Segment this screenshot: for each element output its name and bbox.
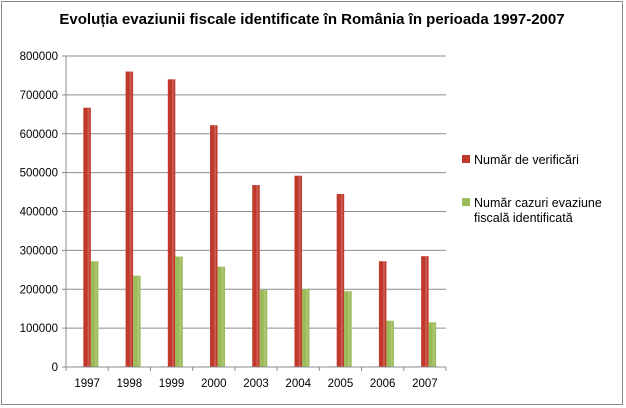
bar-num-r-de-verific-ri-2006 [378,261,387,367]
bar-highlight [298,175,301,367]
bar-highlight [306,289,308,367]
bar-num-r-cazuri-evaziune-fiscal-identificat--1998 [133,275,141,367]
x-tick-label: 2005 [328,378,354,390]
bar-num-r-cazuri-evaziune-fiscal-identificat--2005 [344,291,352,367]
bar-highlight [340,194,343,367]
bar-num-r-de-verific-ri-2007 [421,256,429,367]
x-tick-label: 1999 [159,378,185,390]
x-axis-tick-labels: 1997 1998 1999 2000 2003 2004 2005 2006 2007 [74,378,437,390]
y-tick-label: 500000 [20,168,58,180]
x-tick-label: 2003 [243,378,269,390]
bar-num-r-de-verific-ri-2004 [294,175,302,367]
bar-highlight [425,256,428,367]
bar-num-r-cazuri-evaziune-fiscal-identificat--2000 [217,266,226,367]
bar-highlight [348,291,351,367]
x-tick-label: 1998 [117,378,143,390]
bar-highlight [94,261,97,367]
bar-highlight [171,79,174,367]
bar-highlight [383,261,385,367]
y-tick-label: 700000 [20,90,58,102]
y-tick-label: 0 [52,362,58,374]
legend-label: Număr cazuri evaziune [474,196,602,210]
bar-highlight [179,256,182,367]
x-tick-label: 2007 [412,378,438,390]
bar-num-r-cazuri-evaziune-fiscal-identificat--2004 [301,289,310,367]
axes [62,55,447,371]
x-tick-label: 2006 [370,378,396,390]
bar-highlight [129,71,132,368]
bar-highlight [137,275,140,367]
y-tick-label: 200000 [20,284,58,296]
bar-highlight [221,266,224,367]
bar-highlight [214,125,217,367]
bar-num-r-cazuri-evaziune-fiscal-identificat--2003 [259,290,268,367]
bar-num-r-cazuri-evaziune-fiscal-identificat--2006 [386,320,394,367]
bar-num-r-de-verific-ri-1997 [83,107,91,368]
y-tick-label: 800000 [20,51,58,63]
bars [75,71,437,368]
bar-num-r-cazuri-evaziune-fiscal-identificat--2007 [428,322,437,367]
legend-swatch [462,198,470,206]
x-tick-label: 2000 [201,378,227,390]
legend-label: fiscală identificată [474,211,573,225]
legend-label: Număr de verificări [474,153,579,167]
bar-highlight [263,290,266,367]
bar-num-r-de-verific-ri-2003 [252,185,260,367]
bar-highlight [87,107,90,368]
y-axis-tick-labels: 0 100000 200000 300000 400000 500000 600000 700… [20,51,58,374]
bar-num-r-de-verific-ri-2005 [336,194,345,367]
chart-title: Evoluția evaziunii fiscale identificate … [59,11,564,28]
legend-swatch [462,155,470,163]
bar-highlight [256,185,259,367]
legend: Număr de verificări Număr cazuri evaziune… [462,153,602,225]
y-tick-label: 400000 [20,207,58,219]
bar-num-r-de-verific-ri-1999 [167,79,176,367]
bar-num-r-de-verific-ri-2000 [210,125,218,367]
bar-num-r-cazuri-evaziune-fiscal-identificat--1997 [90,261,99,367]
x-tick-label: 1997 [74,378,100,390]
x-tick-label: 2004 [285,378,311,390]
y-tick-label: 300000 [20,245,58,257]
bar-num-r-cazuri-evaziune-fiscal-identificat--1999 [175,256,183,367]
y-tick-label: 100000 [20,323,58,335]
bar-num-r-de-verific-ri-1998 [125,71,134,368]
bar-highlight [432,322,435,367]
y-tick-label: 600000 [20,129,58,141]
bar-highlight [390,320,393,367]
